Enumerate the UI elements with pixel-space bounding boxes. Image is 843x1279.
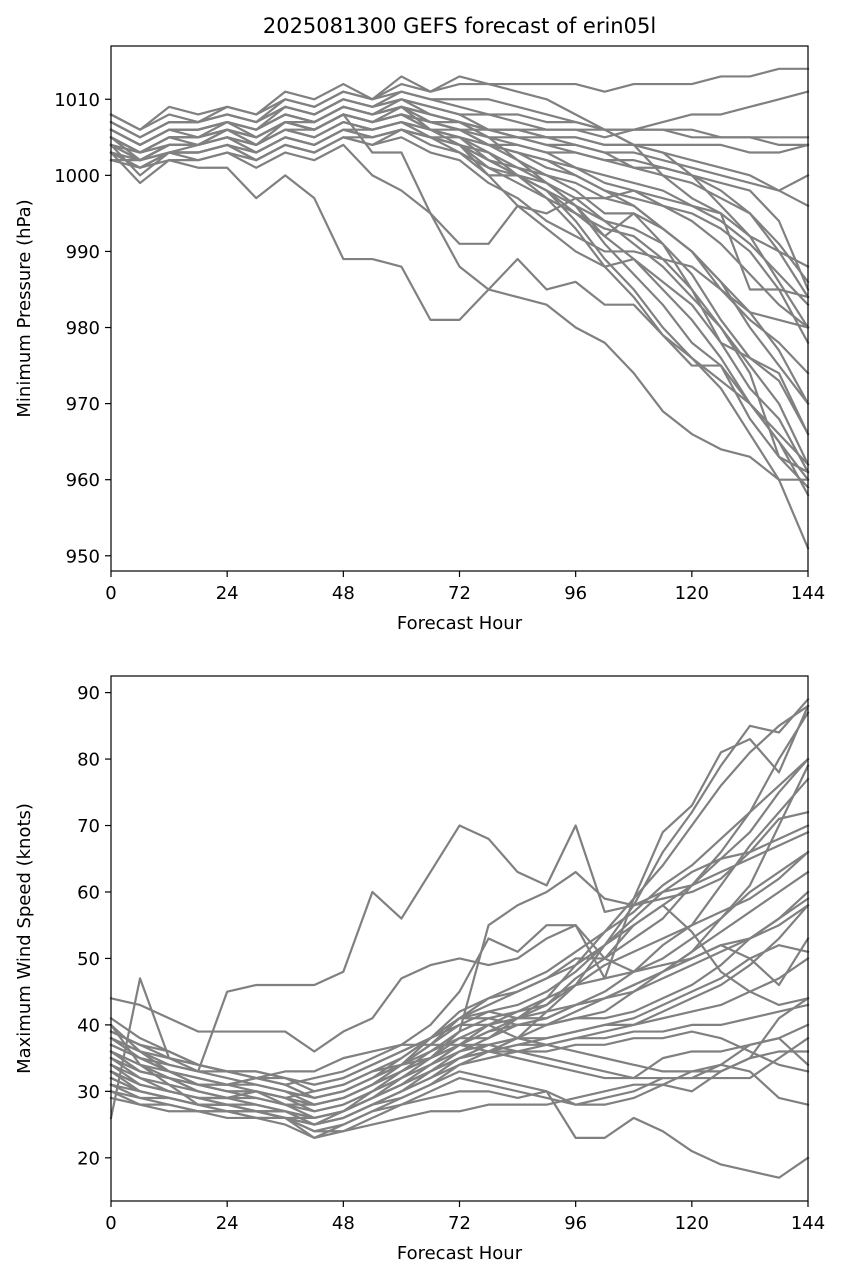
- wind-x-tick-label: 24: [216, 1213, 239, 1234]
- pressure-x-tick-label: 48: [332, 583, 355, 604]
- wind-series-group: [109, 697, 810, 1179]
- wind-x-tick-label: 48: [332, 1213, 355, 1234]
- wind-series-line-1: [109, 904, 810, 1053]
- wind-series-line-2: [109, 810, 810, 1120]
- wind-series-line-21: [109, 870, 810, 1106]
- pressure-series-line-28: [109, 105, 810, 208]
- wind-x-tick-label: 144: [791, 1213, 825, 1234]
- pressure-panel: 0 24 48 72 96 120 144 950 960 970 980 990 1000 1010 F…: [14, 45, 825, 634]
- pressure-y-tick-label: 950: [66, 546, 100, 567]
- pressure-series-line-27: [109, 120, 810, 406]
- wind-axes: 0 24 48 72 96 120 144 20 30 40 50 60 70 80 90: [77, 675, 825, 1234]
- wind-series-line-29: [109, 897, 810, 1113]
- pressure-y-tick-label: 960: [66, 470, 100, 491]
- wind-series-line-12: [109, 996, 810, 1133]
- wind-y-tick-label: 70: [77, 816, 100, 837]
- wind-x-tick-label: 72: [448, 1213, 471, 1234]
- wind-series-line-26: [109, 824, 810, 1100]
- wind-y-tick-label: 80: [77, 750, 100, 771]
- pressure-y-tick-label: 980: [66, 318, 100, 339]
- pressure-series-group: [109, 67, 810, 550]
- pressure-y-tick-label: 990: [66, 242, 100, 263]
- wind-y-tick-label: 20: [77, 1148, 100, 1169]
- wind-x-tick-label: 96: [564, 1213, 587, 1234]
- pressure-x-tick-label: 96: [564, 583, 587, 604]
- wind-x-tick-label: 0: [105, 1213, 116, 1234]
- wind-y-tick-label: 60: [77, 882, 100, 903]
- wind-y-tick-label: 50: [77, 949, 100, 970]
- pressure-x-tick-label: 24: [216, 583, 239, 604]
- pressure-series-line-30: [109, 90, 810, 147]
- pressure-x-tick-label: 72: [448, 583, 471, 604]
- wind-series-line-30: [109, 1003, 810, 1120]
- pressure-y-tick-label: 1000: [54, 166, 100, 187]
- chart-title: 2025081300 GEFS forecast of erin05l: [263, 14, 656, 38]
- pressure-series-line-31: [109, 128, 810, 497]
- pressure-series-line-29: [109, 113, 810, 192]
- wind-y-tick-label: 90: [77, 683, 100, 704]
- pressure-x-axis-label: Forecast Hour: [397, 613, 523, 634]
- pressure-x-tick-label: 120: [675, 583, 709, 604]
- wind-y-tick-label: 30: [77, 1082, 100, 1103]
- pressure-x-tick-label: 0: [105, 583, 116, 604]
- pressure-x-tick-label: 144: [791, 583, 825, 604]
- wind-y-tick-label: 40: [77, 1015, 100, 1036]
- pressure-axes: 0 24 48 72 96 120 144 950 960 970 980 990 1000 1010: [54, 45, 825, 604]
- wind-y-axis-label: Maximum Wind Speed (knots): [14, 803, 35, 1074]
- pressure-y-tick-label: 1010: [54, 90, 100, 111]
- pressure-series-line-23: [109, 98, 810, 284]
- wind-panel: 0 24 48 72 96 120 144 20 30 40 50 60 70 80 90 Forecast…: [14, 675, 825, 1264]
- pressure-y-tick-label: 970: [66, 394, 100, 415]
- pressure-y-axis-label: Minimum Pressure (hPa): [14, 199, 35, 417]
- wind-x-tick-label: 120: [675, 1213, 709, 1234]
- wind-series-line-31: [109, 757, 810, 1100]
- wind-x-axis-label: Forecast Hour: [397, 1243, 523, 1264]
